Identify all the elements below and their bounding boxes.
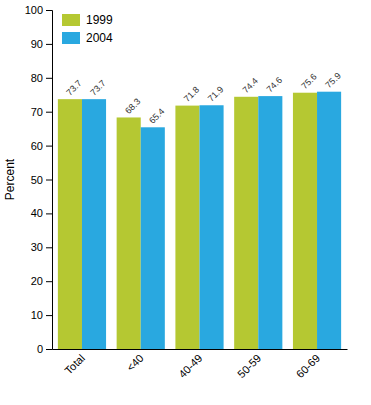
y-tick-label: 70: [31, 106, 43, 118]
y-tick-mark: [46, 180, 52, 181]
y-tick-mark: [46, 146, 52, 147]
legend-item: 2004: [62, 31, 113, 45]
data-label: 75.9: [323, 71, 342, 90]
y-tick: 70: [31, 106, 52, 118]
y-tick-label: 50: [31, 174, 43, 186]
bar: [141, 127, 165, 349]
bar: [317, 92, 341, 349]
data-label: 71.8: [182, 85, 201, 104]
bar-series: [58, 93, 317, 349]
chart-container: Total <40 40-49 50-59 60-69 0 10 20 30 40 50 60 70 80…: [0, 0, 371, 405]
y-tick: 40: [31, 207, 52, 219]
data-label: 71.9: [206, 84, 225, 103]
data-label: 74.6: [265, 75, 284, 94]
x-tick: 50-59: [235, 349, 263, 380]
y-tick-mark: [46, 213, 52, 214]
y-tick-mark: [46, 281, 52, 282]
y-tick-mark: [46, 349, 52, 350]
y-tick: 50: [31, 174, 52, 186]
legend: 1999 2004: [62, 13, 113, 45]
y-tick-label: 90: [31, 38, 43, 50]
y-tick-label: 80: [31, 72, 43, 84]
bar: [58, 99, 82, 349]
y-tick-mark: [46, 10, 52, 11]
bar: [200, 105, 224, 349]
bar: [82, 99, 106, 349]
legend-item: 1999: [62, 13, 113, 27]
y-tick: 80: [31, 72, 52, 84]
legend-swatch: [62, 14, 80, 26]
x-tick-label: Total: [62, 352, 87, 377]
x-tick-label: <40: [124, 352, 146, 374]
legend-swatch: [62, 32, 80, 44]
data-label: 73.7: [64, 78, 83, 97]
bar: [258, 96, 282, 349]
y-tick-mark: [46, 44, 52, 45]
bar: [175, 106, 199, 349]
y-tick-label: 60: [31, 140, 43, 152]
y-tick-label: 20: [31, 275, 43, 287]
x-tick: 60-69: [294, 349, 322, 380]
y-tick: 100: [25, 4, 52, 16]
bars: [58, 92, 341, 349]
bar: [234, 97, 258, 349]
x-tick-label: 60-69: [294, 352, 322, 380]
x-tick: 40-49: [176, 349, 204, 380]
bar-series: [82, 92, 341, 349]
y-tick-label: 0: [37, 343, 43, 355]
y-tick-mark: [46, 78, 52, 79]
x-axis-line: [53, 349, 348, 350]
data-label: 74.4: [241, 76, 260, 95]
data-label: 75.6: [299, 72, 318, 91]
chart: Total <40 40-49 50-59 60-69 0 10 20 30 40 50 60 70 80…: [0, 0, 371, 405]
y-tick-label: 10: [31, 309, 43, 321]
y-tick: 0: [37, 343, 52, 355]
y-tick-mark: [46, 315, 52, 316]
y-tick: 30: [31, 241, 52, 253]
x-tick: <40: [124, 349, 146, 374]
y-tick: 20: [31, 275, 52, 287]
y-tick-label: 40: [31, 207, 43, 219]
data-label: 68.3: [123, 96, 142, 115]
x-tick-label: 50-59: [235, 352, 263, 380]
y-tick-mark: [46, 112, 52, 113]
y-axis: 0 10 20 30 40 50 60 70 80 90 100: [25, 4, 53, 355]
data-label: 65.4: [147, 106, 166, 125]
x-axis: Total <40 40-49 50-59 60-69: [53, 349, 348, 380]
bar: [293, 93, 317, 349]
x-tick-label: 40-49: [176, 352, 204, 380]
legend-label: 1999: [86, 13, 113, 27]
y-tick: 90: [31, 38, 52, 50]
data-label: 73.7: [88, 78, 107, 97]
y-tick-mark: [46, 247, 52, 248]
x-tick: Total: [62, 349, 87, 377]
y-tick: 60: [31, 140, 52, 152]
y-tick: 10: [31, 309, 52, 321]
y-tick-label: 30: [31, 241, 43, 253]
bar: [117, 117, 141, 349]
data-labels: 73.7 68.3 71.8 74.4 75.6 73.7 65.4 71.9 74.6 75.9: [64, 71, 343, 126]
y-axis-title: Percent: [3, 158, 17, 200]
plot: Total <40 40-49 50-59 60-69 0 10 20 30 40 50 60 70 80…: [25, 4, 348, 380]
y-axis-line: [46, 11, 53, 350]
legend-label: 2004: [86, 31, 113, 45]
y-tick-label: 100: [25, 4, 43, 16]
